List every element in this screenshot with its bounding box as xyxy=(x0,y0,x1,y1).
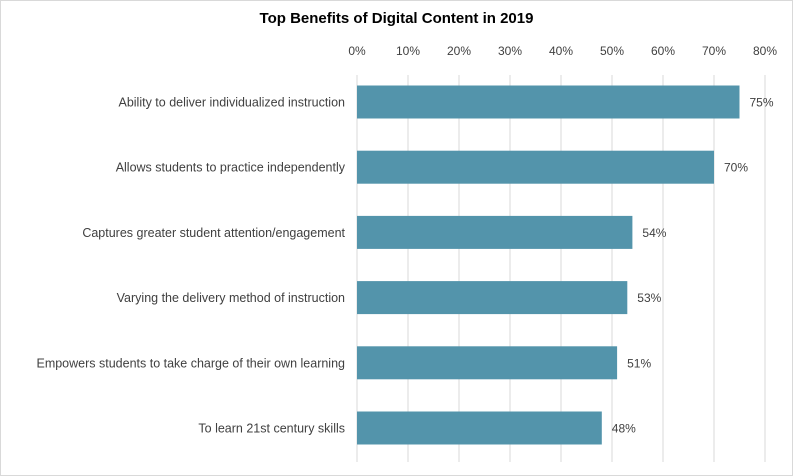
x-tick-label: 50% xyxy=(600,44,624,58)
category-label: Allows students to practice independentl… xyxy=(116,161,346,175)
data-label: 75% xyxy=(750,96,774,110)
bar xyxy=(357,150,714,184)
data-label: 70% xyxy=(724,161,748,175)
bar xyxy=(357,215,633,249)
x-tick-label: 40% xyxy=(549,44,573,58)
category-label: To learn 21st century skills xyxy=(198,422,345,436)
data-label: 48% xyxy=(612,422,636,436)
category-label: Ability to deliver individualized instru… xyxy=(118,96,345,110)
x-tick-label: 0% xyxy=(348,44,366,58)
category-label: Varying the delivery method of instructi… xyxy=(117,291,345,305)
x-tick-label: 70% xyxy=(702,44,726,58)
x-tick-label: 60% xyxy=(651,44,675,58)
category-label: Captures greater student attention/engag… xyxy=(82,226,345,240)
x-tick-label: 10% xyxy=(396,44,420,58)
x-tick-label: 80% xyxy=(753,44,777,58)
bar xyxy=(357,411,602,445)
category-label: Empowers students to take charge of thei… xyxy=(36,356,345,370)
bar xyxy=(357,281,628,315)
data-label: 51% xyxy=(627,356,651,370)
bar xyxy=(357,346,618,380)
x-tick-label: 20% xyxy=(447,44,471,58)
chart-title: Top Benefits of Digital Content in 2019 xyxy=(259,10,534,27)
data-label: 53% xyxy=(637,291,661,305)
data-label: 54% xyxy=(642,226,666,240)
x-tick-label: 30% xyxy=(498,44,522,58)
bar xyxy=(357,85,740,119)
